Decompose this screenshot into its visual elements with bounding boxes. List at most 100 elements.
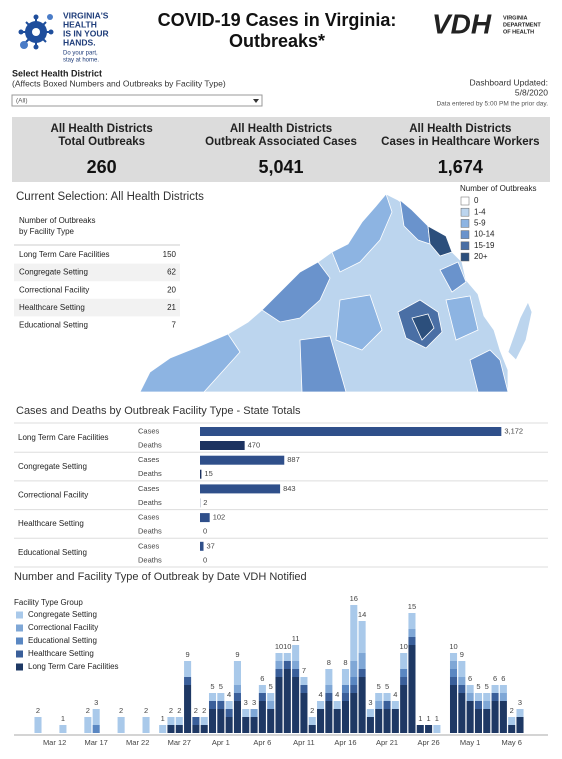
bar-segment [366,717,374,733]
x-tick-label: May 1 [460,738,480,747]
bar-segment [333,709,341,733]
bar-segment [474,701,482,709]
total-label: 2 [144,706,148,715]
table-cell: Long Term Care Facilities [19,250,110,259]
bar-segment [283,661,291,669]
bar-segment [508,725,516,733]
bar-segment [292,677,300,733]
total-label: 9 [235,650,239,659]
dropdown-value: (All) [16,98,28,105]
bar-segment [292,669,300,677]
updated-label: Dashboard Updated: [470,77,548,87]
filter-note: (Affects Boxed Numbers and Outbreaks by … [12,78,226,88]
total-label: 4 [393,690,397,699]
x-tick-label: Apr 16 [334,738,356,747]
value-label: 470 [248,440,261,449]
logo-icon [18,14,54,50]
table-cell: Correctional Facility [19,285,89,294]
bar-segment [233,693,241,701]
category-label: Healthcare Setting [18,519,84,528]
bar-segment [400,653,408,669]
bar-segment [283,669,291,733]
bar-segment [358,653,366,669]
table-row-band [14,298,180,317]
bar-segment [350,605,358,661]
bar-segment [449,661,458,669]
kpi-label: Cases in Healthcare Workers [381,136,539,148]
agency-name: VIRGINIA [503,15,527,21]
bar-segment [167,717,175,725]
x-tick-label: Apr 21 [376,738,398,747]
kpi-value: 5,041 [258,157,303,177]
bar-segment [258,701,266,733]
total-label: 2 [169,706,173,715]
bar-segment [491,701,499,733]
bar-segment [341,685,350,693]
total-label: 8 [327,658,331,667]
total-label: 7 [302,666,306,675]
bar-segment [341,701,350,733]
logo-tagline: stay at home. [63,58,99,64]
bar [200,427,502,436]
map-legend-swatch [460,241,470,251]
bar-segment [92,725,100,733]
bar-segment [449,685,458,733]
total-label: 6 [493,674,497,683]
updated-note: Data entered by 5:00 PM the prior day. [436,101,548,108]
bar-segment [458,661,466,677]
bar-segment [483,701,491,709]
bar-segment [391,701,399,709]
bar-segment [267,709,275,733]
bar-segment [508,717,516,725]
x-tick-label: Apr 11 [293,738,315,747]
category-label: Congregate Setting [18,462,87,471]
bar-segment [208,709,217,733]
bar-segment [292,645,300,661]
value-label: 2 [203,498,207,507]
bar-segment [267,693,275,701]
bar-segment [117,717,125,733]
bar-segment [300,693,308,733]
series-label: Deaths [138,527,162,536]
total-label: 6 [468,674,472,683]
bar-segment [267,701,275,709]
bar-segment [225,709,233,717]
bar-segment [400,677,408,685]
map-legend-label: 5-9 [474,219,486,228]
bar-segment [325,685,333,693]
map-legend-label: 20+ [474,252,488,261]
total-label: 10 [283,642,291,651]
series-label: Cases [138,455,160,464]
bar-segment [400,669,408,677]
category-label: Long Term Care Facilities [18,433,109,442]
bar-segment [317,701,325,709]
bar-segment [192,717,200,725]
bar-segment [184,677,192,685]
bar-segment [225,701,233,709]
x-tick-label: Apr 1 [212,738,230,747]
value-label: 102 [213,513,226,522]
table-cell: 20 [167,285,176,294]
total-label: 5 [485,682,489,691]
bar-segment [449,677,458,685]
chart-title: Cases and Deaths by Outbreak Facility Ty… [16,405,301,417]
bar-segment [275,653,283,661]
map-legend-title: Number of Outbreaks [460,184,536,193]
value-label: 0 [203,555,207,564]
total-label: 2 [310,706,314,715]
district-dropdown[interactable] [11,94,263,107]
x-tick-label: Mar 27 [168,738,191,747]
bar-segment [200,725,208,733]
legend-swatch [16,611,23,619]
bar-segment [483,709,491,733]
bar-segment [300,685,308,693]
filter-label: Select Health District [12,68,102,78]
bar-segment [350,685,358,693]
value-label: 3,172 [504,426,523,435]
table-title: by Facility Type [19,227,75,236]
total-label: 1 [61,714,65,723]
total-label: 2 [202,706,206,715]
bar-segment [491,685,499,693]
table-row-band [14,263,180,282]
bar-segment [425,725,433,733]
